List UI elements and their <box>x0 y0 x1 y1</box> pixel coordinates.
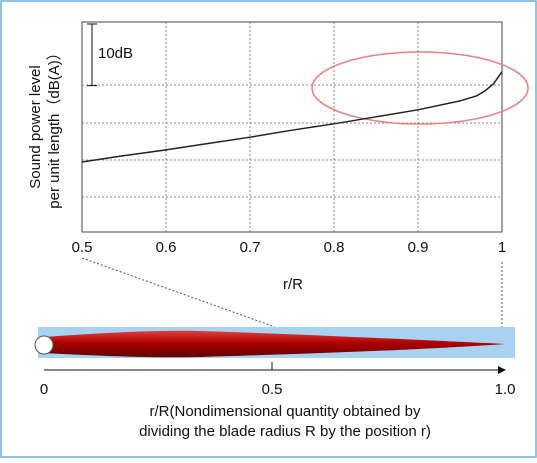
x-tick-label: 0.5 <box>72 239 93 256</box>
x-tick-label: 1 <box>498 239 506 256</box>
x-tick-label: 0.8 <box>324 239 345 256</box>
diagram-tick-label: 0.5 <box>262 381 283 398</box>
x-tick-label: 0.7 <box>240 239 261 256</box>
leader <box>81 257 276 328</box>
blade <box>44 330 505 358</box>
scale-label: 10dB <box>98 45 133 62</box>
x-label: r/R <box>283 276 303 293</box>
diagram-tick-label: 1.0 <box>495 381 516 398</box>
series-line <box>81 71 503 163</box>
highlight-ellipse <box>311 51 529 125</box>
hub <box>34 335 54 355</box>
h-grid <box>82 84 502 198</box>
y-label: Sound power level <box>27 65 44 188</box>
plot-area <box>81 21 503 233</box>
arrow-head <box>498 366 506 374</box>
x-tick-label: 0.6 <box>156 239 177 256</box>
caption: r/R(Nondimensional quantity obtained by <box>150 403 421 420</box>
diagram-tick-label: 0 <box>40 381 48 398</box>
caption: dividing the blade radius R by the posit… <box>139 423 431 440</box>
y-label: per unit length（dB(A)） <box>46 45 63 208</box>
x-tick-label: 0.9 <box>408 239 429 256</box>
